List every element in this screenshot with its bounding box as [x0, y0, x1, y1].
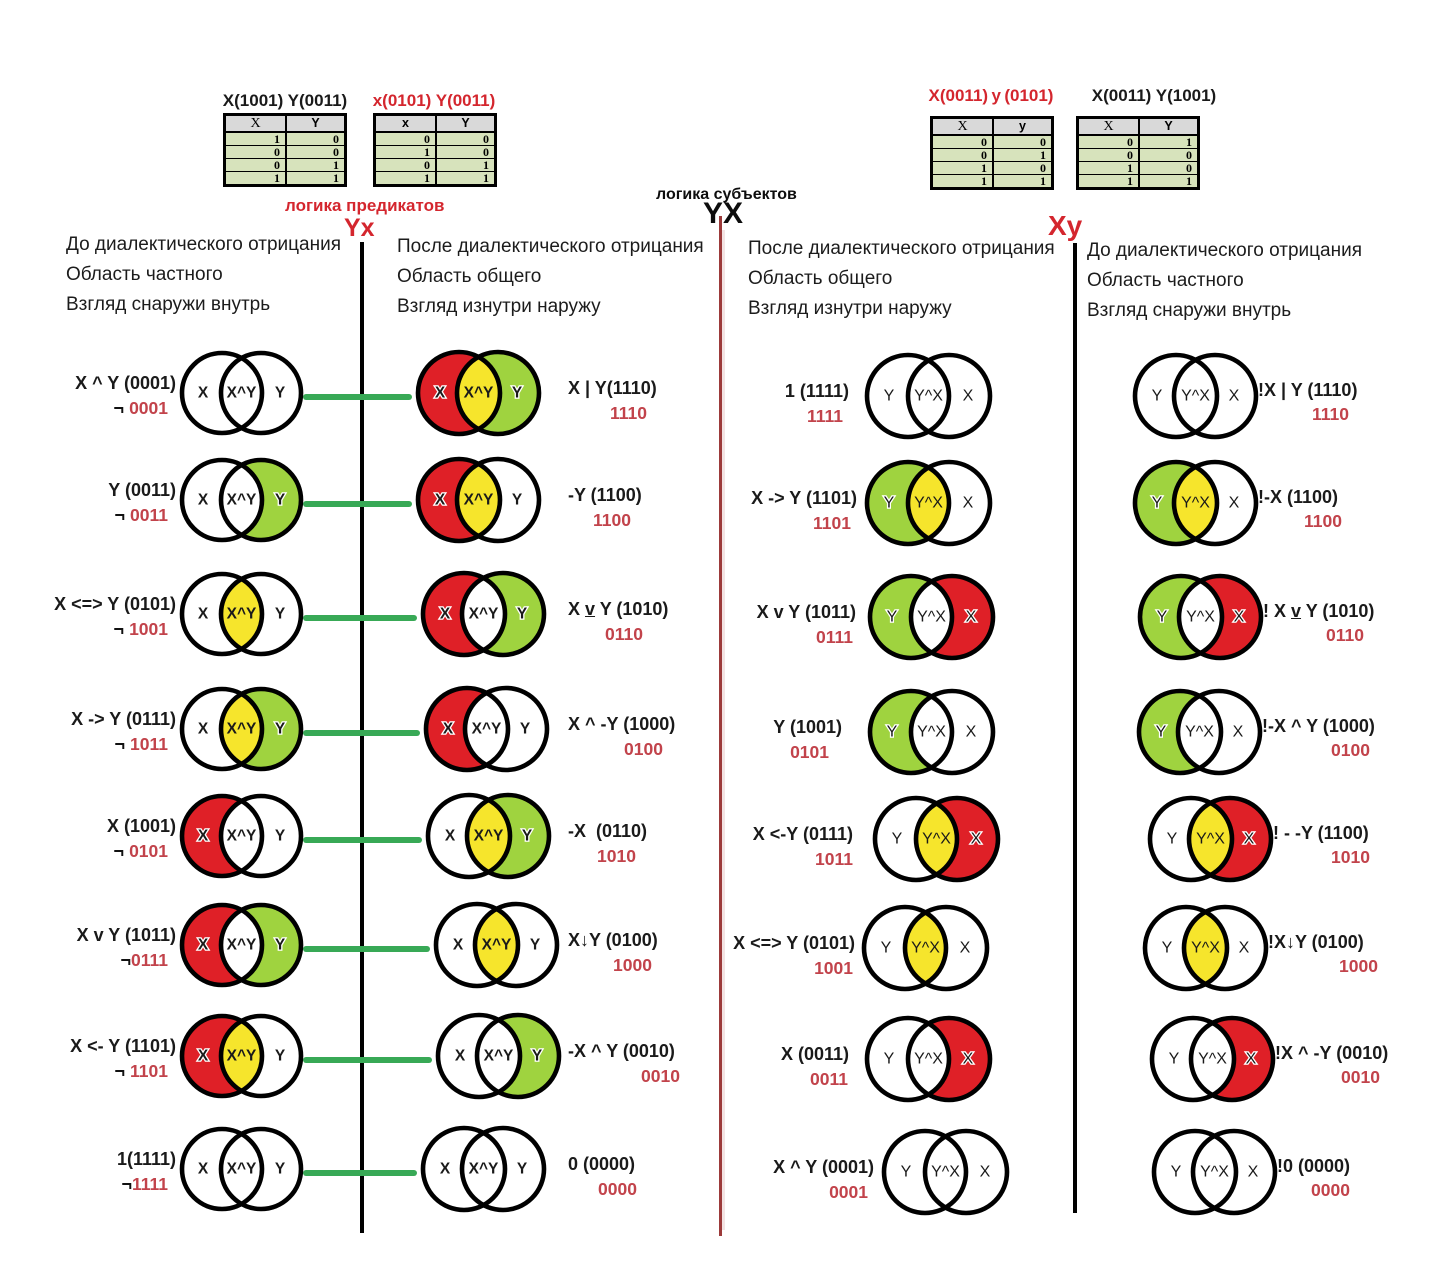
svg-text:X^Y: X^Y [464, 385, 494, 402]
svg-text:Y: Y [1162, 940, 1173, 957]
svg-text:X: X [1229, 388, 1240, 405]
svg-text:Y^X: Y^X [1181, 495, 1210, 512]
svg-text:X: X [198, 385, 209, 402]
svg-text:X: X [198, 828, 209, 845]
svg-text:X: X [1229, 495, 1240, 512]
svg-text:X: X [435, 492, 446, 509]
svg-text:X: X [440, 606, 451, 623]
svg-text:Y: Y [275, 937, 286, 954]
svg-text:X: X [963, 388, 974, 405]
svg-text:X^Y: X^Y [472, 721, 502, 738]
svg-text:X: X [1233, 724, 1244, 741]
svg-text:X: X [966, 724, 977, 741]
svg-text:Y^X: Y^X [1196, 831, 1225, 848]
svg-text:Y^X: Y^X [1185, 724, 1214, 741]
svg-text:Y: Y [884, 388, 895, 405]
svg-text:Y: Y [275, 492, 286, 509]
svg-text:Y: Y [530, 937, 541, 954]
svg-text:Y^X: Y^X [1191, 940, 1220, 957]
svg-text:X^Y: X^Y [227, 937, 257, 954]
svg-text:Y: Y [275, 721, 286, 738]
svg-text:X^Y: X^Y [227, 721, 257, 738]
svg-text:Y: Y [1152, 388, 1163, 405]
svg-text:X: X [1244, 831, 1255, 848]
svg-text:Y: Y [512, 385, 523, 402]
svg-text:X: X [198, 937, 209, 954]
svg-text:Y^X: Y^X [914, 388, 943, 405]
svg-text:Y^X: Y^X [931, 1164, 960, 1181]
svg-text:X^Y: X^Y [227, 1048, 257, 1065]
svg-text:X: X [1239, 940, 1250, 957]
svg-text:Y: Y [522, 828, 533, 845]
svg-text:X^Y: X^Y [474, 828, 504, 845]
svg-text:Y: Y [887, 724, 898, 741]
svg-text:X: X [455, 1048, 466, 1065]
svg-text:Y: Y [884, 495, 895, 512]
svg-text:X: X [1234, 609, 1245, 626]
svg-text:Y: Y [517, 606, 528, 623]
svg-text:Y: Y [275, 828, 286, 845]
svg-text:Y^X: Y^X [914, 1051, 943, 1068]
svg-text:Y: Y [884, 1051, 895, 1068]
svg-text:Y: Y [275, 606, 286, 623]
svg-text:Y^X: Y^X [1200, 1164, 1229, 1181]
svg-text:Y: Y [275, 1048, 286, 1065]
svg-text:Y: Y [1157, 609, 1168, 626]
svg-text:X^Y: X^Y [227, 492, 257, 509]
svg-text:Y^X: Y^X [1186, 609, 1215, 626]
svg-text:Y: Y [517, 1161, 528, 1178]
svg-text:Y: Y [1167, 831, 1178, 848]
svg-text:X^Y: X^Y [227, 1161, 257, 1178]
svg-text:Y: Y [532, 1048, 543, 1065]
svg-text:X: X [971, 831, 982, 848]
svg-text:Y: Y [901, 1164, 912, 1181]
svg-text:Y^X: Y^X [911, 940, 940, 957]
svg-text:Y^X: Y^X [914, 495, 943, 512]
svg-text:X^Y: X^Y [227, 828, 257, 845]
svg-text:X: X [198, 1161, 209, 1178]
svg-text:Y: Y [881, 940, 892, 957]
svg-text:X: X [198, 1048, 209, 1065]
svg-text:X: X [198, 606, 209, 623]
svg-text:X: X [960, 940, 971, 957]
svg-text:Y: Y [520, 721, 531, 738]
svg-text:X: X [435, 385, 446, 402]
svg-text:X: X [453, 937, 464, 954]
svg-text:Y^X: Y^X [1198, 1051, 1227, 1068]
svg-text:Y^X: Y^X [1181, 388, 1210, 405]
svg-text:X: X [443, 721, 454, 738]
svg-text:X: X [198, 721, 209, 738]
svg-text:X: X [963, 1051, 974, 1068]
svg-text:X: X [440, 1161, 451, 1178]
svg-text:Y^X: Y^X [917, 724, 946, 741]
svg-text:X^Y: X^Y [227, 606, 257, 623]
svg-text:X: X [1248, 1164, 1259, 1181]
svg-text:Y: Y [892, 831, 903, 848]
svg-text:Y^X: Y^X [922, 831, 951, 848]
svg-text:X^Y: X^Y [227, 385, 257, 402]
svg-text:Y: Y [275, 385, 286, 402]
svg-text:X^Y: X^Y [469, 1161, 499, 1178]
svg-text:X: X [445, 828, 456, 845]
svg-text:Y: Y [1169, 1051, 1180, 1068]
svg-text:X^Y: X^Y [482, 937, 512, 954]
svg-text:Y: Y [275, 1161, 286, 1178]
svg-text:X: X [966, 609, 977, 626]
svg-text:Y: Y [1156, 724, 1167, 741]
svg-text:Y^X: Y^X [917, 609, 946, 626]
svg-text:X: X [1246, 1051, 1257, 1068]
svg-text:X: X [963, 495, 974, 512]
svg-text:Y: Y [1152, 495, 1163, 512]
svg-text:Y: Y [1171, 1164, 1182, 1181]
svg-text:X^Y: X^Y [464, 492, 494, 509]
svg-text:Y: Y [512, 492, 523, 509]
svg-text:X^Y: X^Y [469, 606, 499, 623]
svg-text:X^Y: X^Y [484, 1048, 514, 1065]
svg-text:X: X [980, 1164, 991, 1181]
svg-text:Y: Y [887, 609, 898, 626]
svg-text:X: X [198, 492, 209, 509]
